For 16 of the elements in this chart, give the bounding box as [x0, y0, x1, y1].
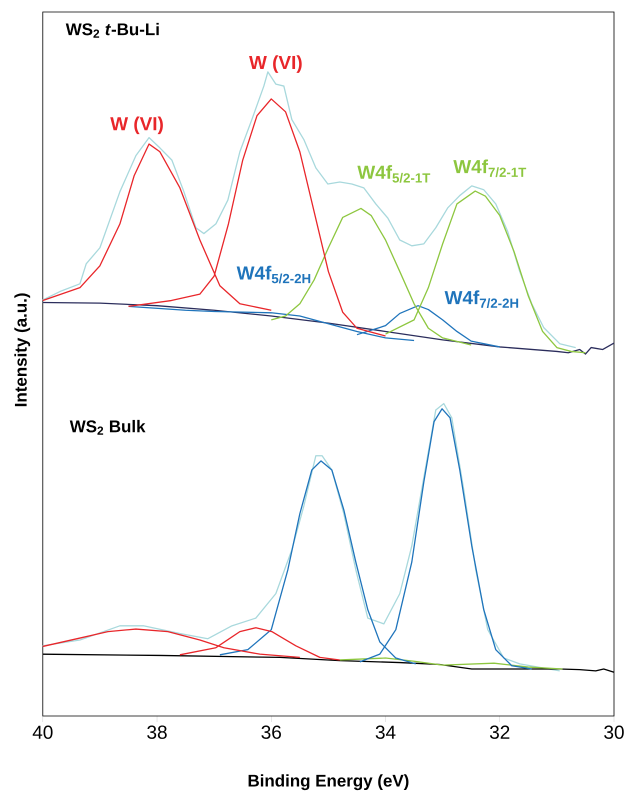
x-tick-label: 36 — [261, 726, 281, 739]
annotation: W4f$_{5/2-2H}$ — [236, 266, 310, 284]
x-axis-title: Binding Energy (eV) — [248, 774, 408, 790]
x-tick-label: 38 — [147, 726, 167, 739]
annotation: W4f$_{5/2-1T}$ — [357, 165, 430, 183]
x-tick-label: 40 — [32, 726, 53, 739]
y-axis-title: Intensity (a.u.) — [14, 293, 30, 406]
text: WS$_{2}$ t-Bu-Li — [66, 22, 159, 38]
x-tick-label: 30 — [604, 726, 624, 739]
annotation: WS$_{2}$ Bulk — [70, 420, 146, 435]
annotation: W (VI) — [249, 55, 302, 73]
annotation: W4f$_{7/2-1T}$ — [453, 159, 526, 178]
annotation: W (VI) — [110, 116, 163, 134]
x-tick-label: 32 — [490, 726, 510, 739]
annotation: W4f$_{7/2-2H}$ — [444, 290, 518, 308]
x-tick-label: 34 — [376, 726, 396, 739]
